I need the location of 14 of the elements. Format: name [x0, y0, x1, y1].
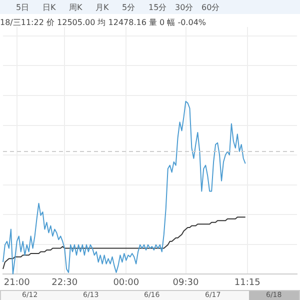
text: 15分: [148, 2, 167, 13]
x-tick-label: 22:30: [52, 278, 78, 288]
text: 5分: [122, 2, 136, 13]
text: 30分: [175, 2, 194, 13]
text: 月K: [96, 2, 109, 13]
chart-title: 18/三11:22 价 12505.00 均 12478.16 量 0 幅 -0.04%: [0, 17, 206, 28]
x-tick-label: 00:00: [113, 278, 140, 288]
x-tick-label: 09:30: [172, 278, 199, 288]
text: 日K: [42, 2, 56, 13]
x-tick-label: 21:00: [4, 278, 30, 288]
text: 60分: [202, 2, 220, 13]
text: 5日: [16, 2, 30, 13]
x-tick-label: 11:15: [234, 278, 260, 288]
text: 周K: [69, 2, 82, 13]
